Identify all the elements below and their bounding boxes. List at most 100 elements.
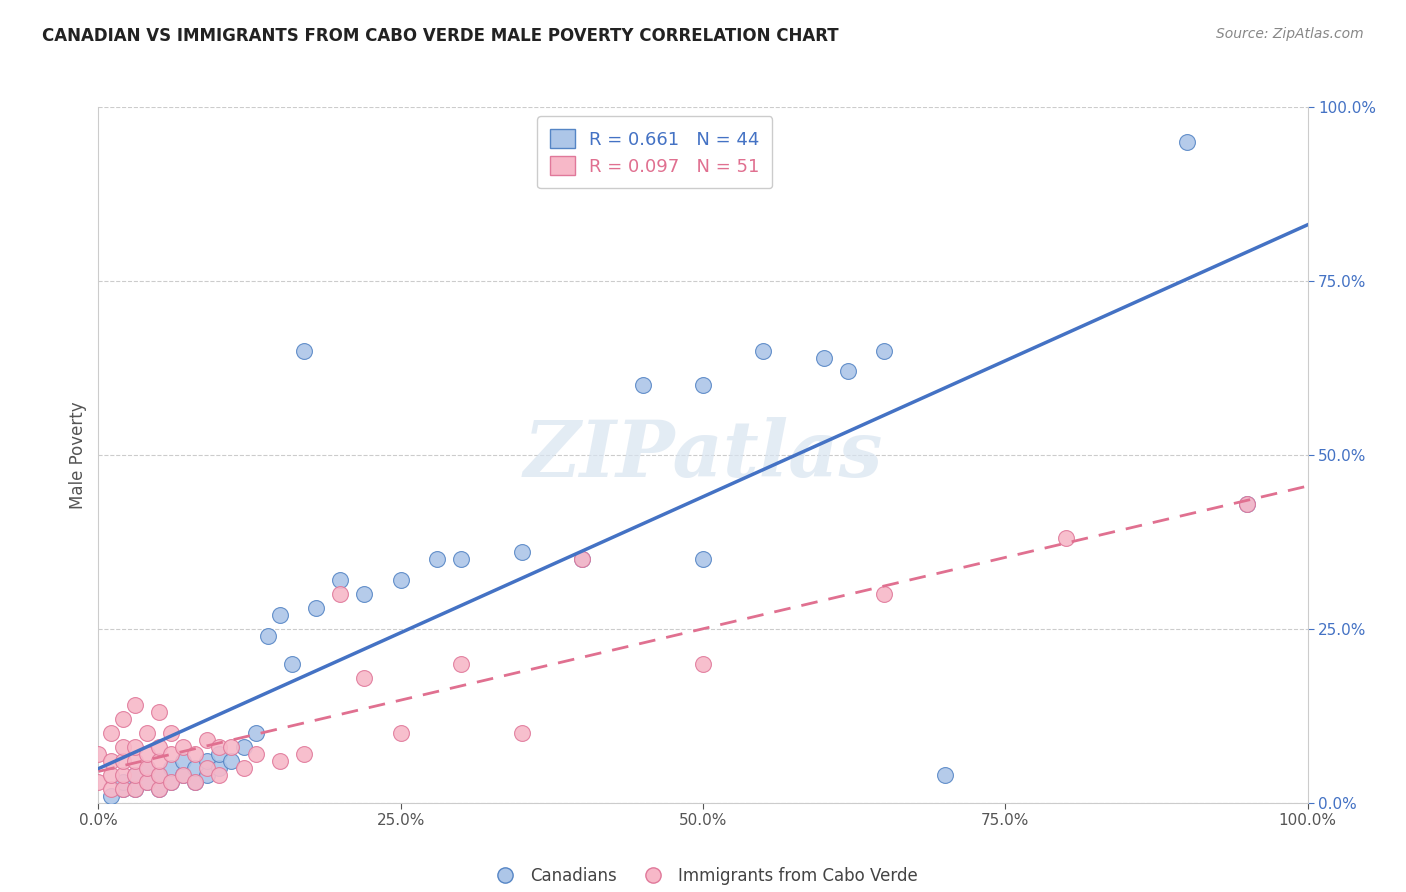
Point (148, 781, 170, 796)
Point (292, 343, 315, 358)
Point (100, 726, 122, 740)
Point (450, 657, 472, 671)
Point (111, 768, 134, 782)
Point (510, 545, 533, 559)
Point (148, 768, 170, 782)
Point (100, 789, 122, 803)
Point (934, 768, 956, 782)
Point (1054, 532, 1077, 546)
Point (1236, 497, 1258, 511)
Point (124, 768, 146, 782)
Point (329, 573, 352, 587)
Point (208, 747, 231, 761)
Point (292, 747, 315, 761)
Text: CANADIAN VS IMMIGRANTS FROM CABO VERDE MALE POVERTY CORRELATION CHART: CANADIAN VS IMMIGRANTS FROM CABO VERDE M… (42, 27, 839, 45)
Point (1236, 497, 1258, 511)
Point (148, 781, 170, 796)
Point (111, 781, 134, 796)
Point (510, 726, 533, 740)
Point (111, 754, 134, 768)
Point (135, 726, 157, 740)
Point (148, 740, 170, 755)
Point (148, 706, 170, 720)
Text: ZIPatlas: ZIPatlas (523, 417, 883, 493)
Point (1175, 135, 1198, 149)
Point (269, 607, 291, 622)
Point (111, 712, 134, 726)
Point (135, 775, 157, 789)
Point (148, 768, 170, 782)
Point (111, 775, 134, 789)
Point (87, 775, 110, 789)
Point (184, 747, 207, 761)
Point (135, 747, 157, 761)
Point (245, 747, 267, 761)
Point (172, 768, 194, 782)
Point (184, 775, 207, 789)
Point (208, 768, 231, 782)
Point (100, 754, 122, 768)
Point (195, 768, 218, 782)
Point (281, 657, 304, 671)
Point (124, 781, 146, 796)
Point (135, 775, 157, 789)
Point (195, 754, 218, 768)
Point (124, 740, 146, 755)
Point (873, 343, 896, 358)
Point (172, 740, 194, 755)
Point (353, 671, 375, 685)
Point (160, 761, 183, 775)
Point (353, 587, 375, 601)
Point (221, 740, 243, 755)
Point (124, 781, 146, 796)
Point (245, 726, 267, 740)
Point (124, 768, 146, 782)
Point (571, 552, 593, 566)
Point (329, 587, 352, 601)
Point (160, 775, 183, 789)
Point (87, 747, 110, 761)
Point (232, 761, 254, 775)
Point (208, 761, 231, 775)
Point (172, 768, 194, 782)
Point (426, 552, 449, 566)
Point (221, 754, 243, 768)
Point (389, 726, 412, 740)
Point (184, 761, 207, 775)
Point (184, 775, 207, 789)
Point (160, 726, 183, 740)
Point (256, 629, 278, 643)
Legend: Canadians, Immigrants from Cabo Verde: Canadians, Immigrants from Cabo Verde (481, 861, 925, 892)
Point (100, 768, 122, 782)
Point (195, 733, 218, 747)
Point (111, 740, 134, 755)
Point (160, 775, 183, 789)
Point (631, 378, 654, 392)
Point (692, 552, 714, 566)
Point (135, 761, 157, 775)
Point (195, 761, 218, 775)
Point (692, 657, 714, 671)
Point (148, 754, 170, 768)
Point (837, 364, 859, 378)
Point (160, 747, 183, 761)
Point (269, 754, 291, 768)
Point (135, 761, 157, 775)
Point (100, 781, 122, 796)
Text: Source: ZipAtlas.com: Source: ZipAtlas.com (1216, 27, 1364, 41)
Point (813, 351, 835, 365)
Point (111, 781, 134, 796)
Point (124, 754, 146, 768)
Point (450, 552, 472, 566)
Point (752, 343, 775, 358)
Point (232, 740, 254, 755)
Point (208, 740, 231, 755)
Y-axis label: Male Poverty: Male Poverty (69, 401, 87, 508)
Point (389, 573, 412, 587)
Point (571, 552, 593, 566)
Point (692, 378, 714, 392)
Point (124, 698, 146, 713)
Point (172, 754, 194, 768)
Point (873, 587, 896, 601)
Point (305, 601, 328, 615)
